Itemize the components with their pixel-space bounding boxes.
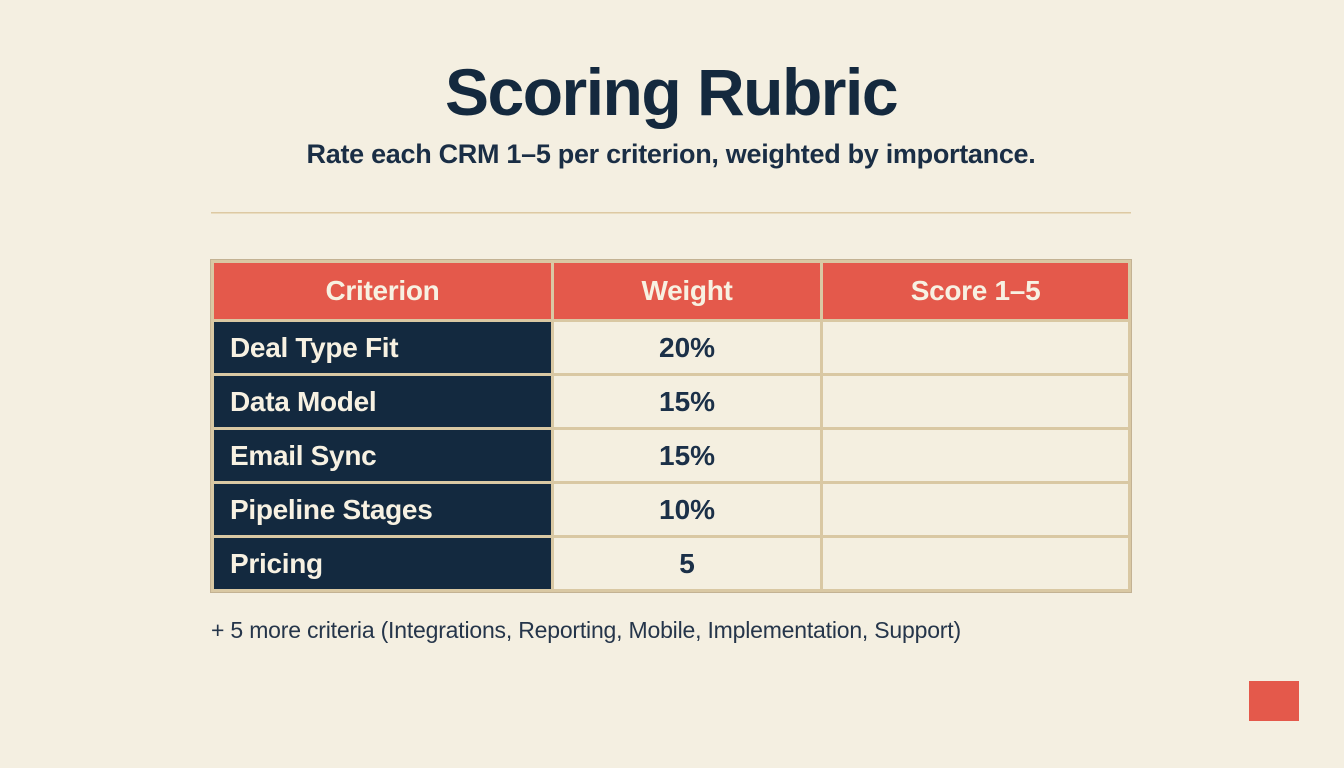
accent-square bbox=[1249, 681, 1299, 721]
score-cell bbox=[820, 319, 1131, 377]
column-header-weight: Weight bbox=[550, 260, 824, 323]
criterion-cell: Deal Type Fit bbox=[211, 319, 554, 377]
score-cell bbox=[820, 481, 1131, 539]
score-cell bbox=[820, 535, 1131, 593]
weight-cell: 15% bbox=[550, 373, 824, 431]
column-header-criterion: Criterion bbox=[211, 260, 554, 323]
scoring-rubric-table: Criterion Weight Score 1–5 Deal Type Fit… bbox=[210, 259, 1132, 594]
score-cell bbox=[820, 427, 1131, 485]
weight-cell: 10% bbox=[550, 481, 824, 539]
weight-cell: 15% bbox=[550, 427, 824, 485]
page-title: Scoring Rubric bbox=[444, 55, 899, 129]
subtitle: Rate each CRM 1–5 per criterion, weighte… bbox=[306, 139, 1036, 170]
table-row: Email Sync 15% bbox=[211, 427, 1131, 485]
content-column: Scoring Rubric Rate each CRM 1–5 per cri… bbox=[210, 0, 1132, 644]
column-header-score: Score 1–5 bbox=[820, 260, 1131, 323]
divider bbox=[211, 212, 1131, 215]
footnote: + 5 more criteria (Integrations, Reporti… bbox=[211, 617, 961, 644]
criterion-cell: Pricing bbox=[211, 535, 554, 593]
weight-cell: 20% bbox=[550, 319, 824, 377]
criterion-cell: Data Model bbox=[211, 373, 554, 431]
table-header-row: Criterion Weight Score 1–5 bbox=[211, 260, 1131, 323]
table-row: Pricing 5 bbox=[211, 535, 1131, 593]
criterion-cell: Pipeline Stages bbox=[211, 481, 554, 539]
weight-cell: 5 bbox=[550, 535, 824, 593]
table-row: Deal Type Fit 20% bbox=[211, 319, 1131, 377]
table-row: Pipeline Stages 10% bbox=[211, 481, 1131, 539]
score-cell bbox=[820, 373, 1131, 431]
table-row: Data Model 15% bbox=[211, 373, 1131, 431]
criterion-cell: Email Sync bbox=[211, 427, 554, 485]
